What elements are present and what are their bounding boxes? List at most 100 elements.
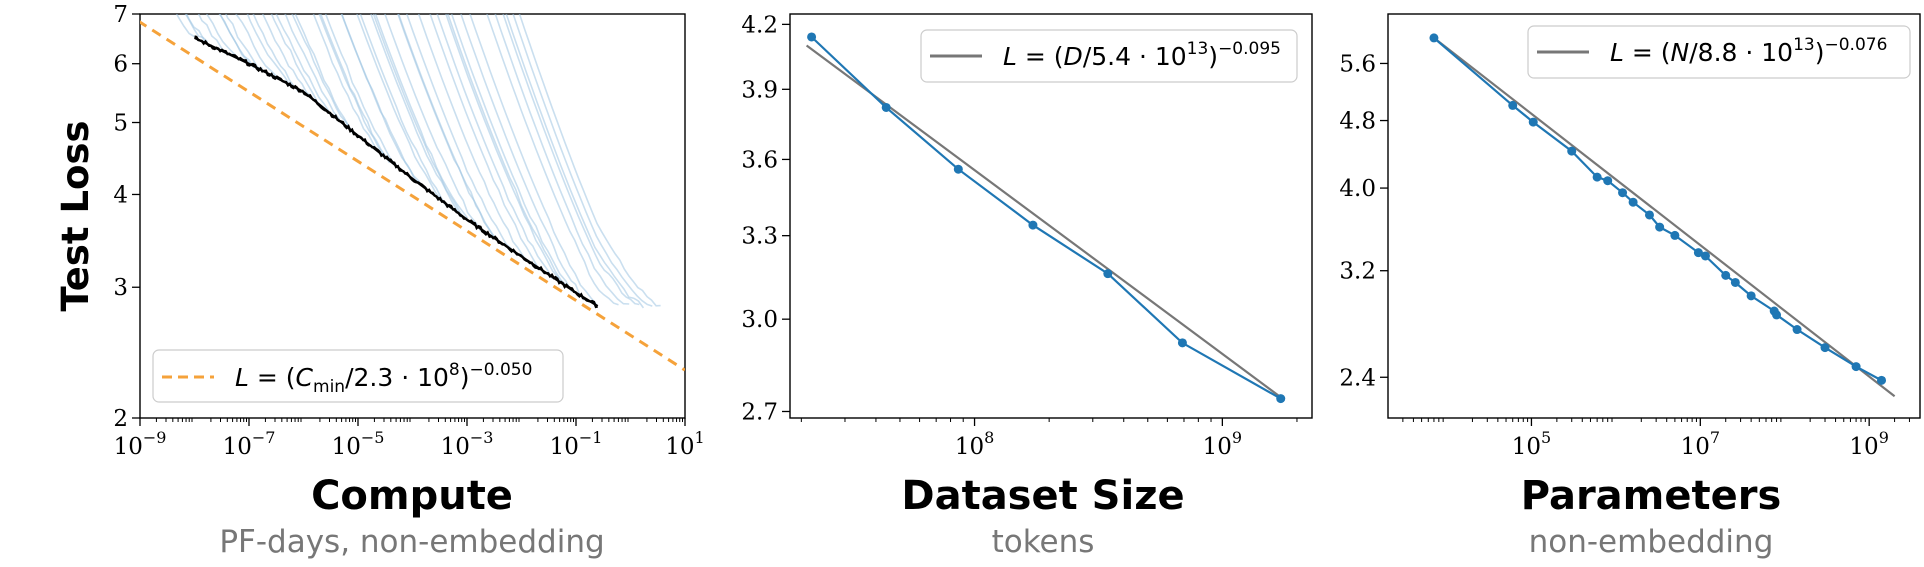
dataset-xtick-label: 109 — [1203, 428, 1242, 460]
compute-learning-curve — [205, 14, 239, 59]
parameters-data-point — [1528, 117, 1538, 127]
dataset-data-point — [1177, 338, 1187, 348]
dataset-ytick-label: 3.3 — [741, 224, 778, 250]
dataset-data-point — [807, 32, 817, 42]
compute-learning-curve — [505, 14, 645, 309]
parameters-ytick-label: 2.4 — [1339, 365, 1376, 391]
compute-learning-curve — [324, 14, 398, 167]
dataset-ytick-label: 2.7 — [741, 399, 778, 425]
parameters-data-point — [1567, 146, 1577, 156]
parameters-ytick-label: 4.8 — [1339, 109, 1376, 135]
compute-panel-xlabel: Compute — [311, 473, 513, 519]
parameters-data-point — [1730, 277, 1740, 287]
compute-series-1-line — [194, 36, 599, 308]
compute-learning-curve — [502, 14, 640, 306]
compute-xtick-label: 10−5 — [332, 428, 385, 460]
compute-xtick-label: 10−7 — [223, 428, 276, 460]
compute-frontier-detail — [194, 35, 598, 309]
compute-learning-curve — [370, 14, 462, 218]
compute-learning-curve — [318, 14, 389, 160]
compute-learning-curve — [246, 14, 292, 88]
parameters-data-point — [1792, 325, 1802, 335]
compute-learning-curve — [294, 14, 355, 136]
parameters-panel: 105 107 109 2.4 3.2 4.0 4.8 5.6 Parameters non-… — [1339, 13, 1921, 560]
dataset-ytick-label: 3.6 — [741, 147, 778, 173]
parameters-data-point — [1877, 375, 1887, 385]
dataset-panel-xlabel: Dataset Size — [901, 473, 1184, 519]
parameters-data-point — [1851, 362, 1861, 372]
dataset-data-point — [1103, 269, 1113, 279]
dataset-data-point — [1276, 394, 1286, 404]
compute-learning-curve — [341, 14, 421, 184]
compute-learning-curve — [494, 14, 630, 305]
dataset-ytick-label: 4.2 — [741, 12, 778, 38]
compute-learning-curve — [275, 14, 330, 112]
parameters-xtick-label: 107 — [1681, 428, 1720, 460]
compute-learning-curve — [436, 14, 554, 280]
parameters-ytick-label: 5.6 — [1339, 51, 1376, 77]
compute-learning-curve — [175, 14, 195, 38]
dataset-panel-xsubtitle: tokens — [992, 524, 1095, 560]
compute-learning-curve — [291, 14, 351, 129]
compute-learning-curve — [405, 14, 512, 249]
dataset-plot-frame — [789, 13, 1313, 419]
parameters-panel-xsubtitle: non-embedding — [1529, 524, 1774, 560]
compute-xtick-label: 101 — [665, 428, 704, 460]
compute-legend: L = (Cmin/2.3 · 108)−0.050 — [152, 349, 564, 403]
compute-learning-curve — [312, 14, 380, 154]
parameters-plot-frame — [1387, 13, 1921, 419]
compute-learning-curve — [225, 14, 263, 70]
compute-learning-curve — [372, 14, 466, 221]
parameters-data-point — [1693, 248, 1703, 258]
parameters-ytick-label: 4.0 — [1339, 176, 1376, 202]
compute-learning-curve — [384, 14, 482, 232]
compute-learning-curve — [252, 14, 300, 93]
parameters-data-point — [1618, 188, 1628, 198]
dataset-data-point — [881, 102, 891, 112]
parameters-data-point — [1644, 210, 1654, 220]
compute-panel-ylabel: Test Loss — [54, 120, 97, 311]
compute-ytick-label: 4 — [113, 182, 128, 208]
dataset-data-point — [1028, 220, 1038, 230]
parameters-xtick-label: 105 — [1512, 428, 1551, 460]
parameters-series-0-line — [1433, 37, 1896, 398]
compute-plot-frame — [139, 13, 686, 419]
dataset-legend-label: L = (D/5.4 · 1013)−0.095 — [1003, 39, 1281, 71]
compute-learning-curve — [397, 14, 501, 244]
parameters-panel-xlabel: Parameters — [1521, 473, 1782, 519]
compute-ytick-label: 7 — [113, 2, 128, 28]
parameters-data-point — [1429, 33, 1439, 43]
parameters-legend: L = (N/8.8 · 1013)−0.076 — [1527, 25, 1911, 79]
parameters-data-point — [1655, 222, 1665, 232]
parameters-data-point — [1508, 100, 1518, 110]
parameters-data-point — [1772, 310, 1782, 320]
compute-learning-curve — [374, 14, 469, 219]
parameters-data-point — [1721, 270, 1731, 280]
dataset-data-point — [953, 164, 963, 174]
compute-ytick-label: 5 — [113, 111, 128, 137]
compute-learning-curve — [450, 14, 573, 293]
compute-learning-curve — [284, 14, 341, 120]
compute-xtick-label: 10−1 — [550, 428, 603, 460]
parameters-data-point — [1746, 291, 1756, 301]
compute-learning-curve — [219, 14, 254, 68]
compute-ytick-label: 3 — [113, 275, 128, 301]
compute-learning-curve — [447, 14, 568, 286]
compute-learning-curve — [359, 14, 447, 207]
dataset-ytick-label: 3.9 — [741, 77, 778, 103]
dataset-legend: L = (D/5.4 · 1013)−0.095 — [920, 29, 1298, 83]
compute-learning-curve — [356, 14, 443, 201]
parameters-data-point — [1670, 230, 1680, 240]
compute-ytick-label: 6 — [113, 52, 128, 78]
compute-xtick-label: 10−3 — [441, 428, 494, 460]
parameters-series-1-line — [1433, 37, 1883, 382]
compute-learning-curve — [197, 14, 228, 55]
dataset-xtick-label: 108 — [955, 428, 994, 460]
compute-learning-curve — [261, 14, 312, 97]
compute-learning-curve — [429, 14, 544, 272]
compute-learning-curve — [319, 14, 391, 164]
parameters-data-point — [1592, 172, 1602, 182]
parameters-xtick-label: 109 — [1849, 428, 1888, 460]
